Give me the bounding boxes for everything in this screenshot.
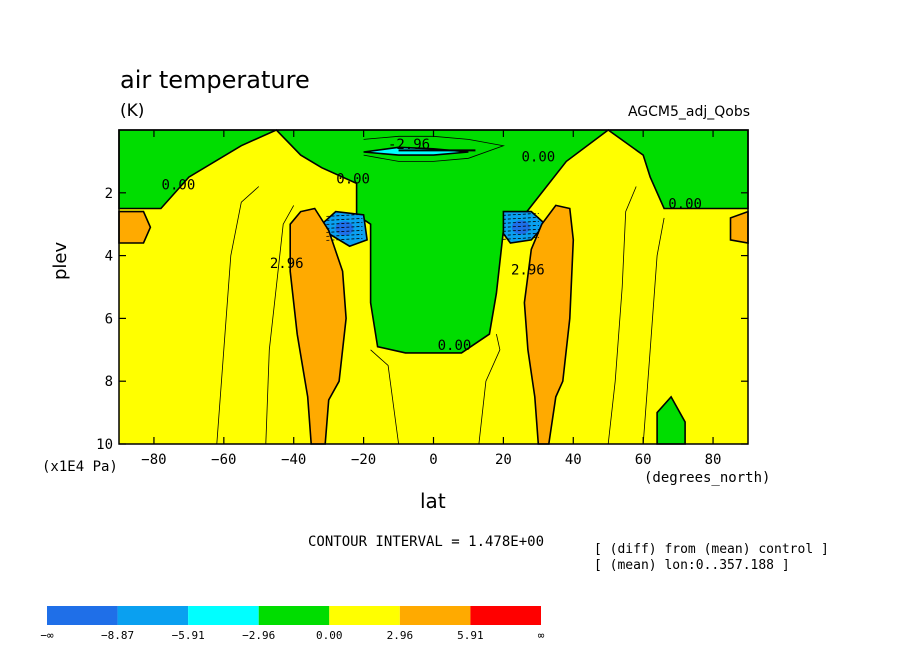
- negative-contour-line: [326, 213, 363, 217]
- colorbar-swatch: [329, 606, 400, 625]
- negative-contour-line: [326, 237, 363, 241]
- thin-contour-0: [216, 186, 260, 445]
- thin-contour-3: [607, 186, 637, 445]
- colorbar-swatch: [47, 606, 118, 625]
- colorbar-swatch: [188, 606, 259, 625]
- region-right-blue-blob-core: [511, 220, 530, 235]
- y-tick-label: 2: [105, 186, 113, 202]
- x-tick-label: 60: [635, 452, 652, 468]
- chart-title: air temperature: [120, 66, 310, 94]
- y-tick-label: 6: [105, 311, 113, 327]
- negative-contour-line: [502, 224, 539, 228]
- negative-contour-line: [326, 225, 363, 229]
- negative-contour-line: [326, 233, 363, 237]
- colorbar-label: 2.96: [387, 629, 414, 642]
- contour-label-6: 2.96: [270, 256, 304, 272]
- x-tick-label: −80: [141, 452, 166, 468]
- run-label: AGCM5_adj_Qobs: [627, 104, 750, 120]
- negative-contour-line: [502, 228, 539, 232]
- contour-label-7: 2.96: [511, 262, 545, 278]
- colorbar-label: −∞: [40, 629, 54, 642]
- colorbar-label: −8.87: [101, 629, 134, 642]
- x-axis-label: lat: [420, 489, 446, 513]
- contour-interval-label: CONTOUR INTERVAL = 1.478E+00: [308, 534, 545, 550]
- x-tick-label: 40: [565, 452, 582, 468]
- colorbar-swatch: [399, 606, 471, 625]
- y-tick-label: 4: [105, 249, 113, 265]
- x-tick-label: 20: [495, 452, 512, 468]
- contour-label-0: -2.96: [388, 137, 430, 153]
- contour-label-5: 0.00: [438, 338, 472, 354]
- negative-contour-line: [502, 236, 539, 240]
- thin-contour-2: [370, 349, 399, 445]
- region-left-orange-band: [289, 207, 347, 445]
- colorbar-label: 5.91: [457, 629, 484, 642]
- colorbar-label: −2.96: [242, 629, 275, 642]
- colorbar-swatch: [470, 606, 541, 625]
- colorbar-swatch: [258, 606, 330, 625]
- negative-contour-line: [502, 220, 539, 224]
- region-upper-green: [118, 129, 749, 354]
- thin-contour-1: [265, 205, 295, 445]
- contour-label-2: 0.00: [521, 149, 555, 165]
- contour-label-4: 0.00: [668, 197, 702, 213]
- y-axis-unit: (x1E4 Pa): [42, 459, 118, 475]
- contour-label-1: 0.00: [336, 171, 370, 187]
- thin-contour-5: [478, 334, 501, 445]
- x-axis-unit: (degrees_north): [644, 470, 771, 486]
- x-tick-label: −40: [281, 452, 306, 468]
- y-tick-label: 8: [105, 374, 113, 390]
- thin-contour-6: [363, 135, 505, 162]
- colorbar-label: 0.00: [316, 629, 343, 642]
- chart-units: (K): [120, 101, 145, 121]
- region-left-edge-orange: [118, 210, 152, 244]
- x-tick-label: −60: [211, 452, 236, 468]
- y-tick-label: 10: [96, 437, 113, 453]
- region-left-blue-blob-core: [335, 221, 354, 236]
- negative-contour-line: [502, 212, 539, 216]
- negative-contour-line: [502, 216, 539, 220]
- negative-contour-line: [326, 221, 363, 225]
- x-tick-label: −20: [351, 452, 376, 468]
- negative-contour-line: [326, 217, 363, 221]
- negative-contour-line: [502, 232, 539, 236]
- mean-note: [ (mean) lon:0..357.188 ]: [594, 558, 790, 573]
- x-tick-label: 0: [429, 452, 437, 468]
- region-right-edge-orange: [729, 210, 749, 244]
- negative-contour-line: [326, 229, 363, 233]
- contour-label-3: 0.00: [162, 178, 196, 194]
- diff-note: [ (diff) from (mean) control ]: [594, 542, 829, 557]
- colorbar-label: ∞: [538, 629, 545, 642]
- colorbar-label: −5.91: [172, 629, 205, 642]
- thin-contour-4: [642, 217, 665, 445]
- colorbar-swatch: [117, 606, 189, 625]
- x-tick-label: 80: [705, 452, 722, 468]
